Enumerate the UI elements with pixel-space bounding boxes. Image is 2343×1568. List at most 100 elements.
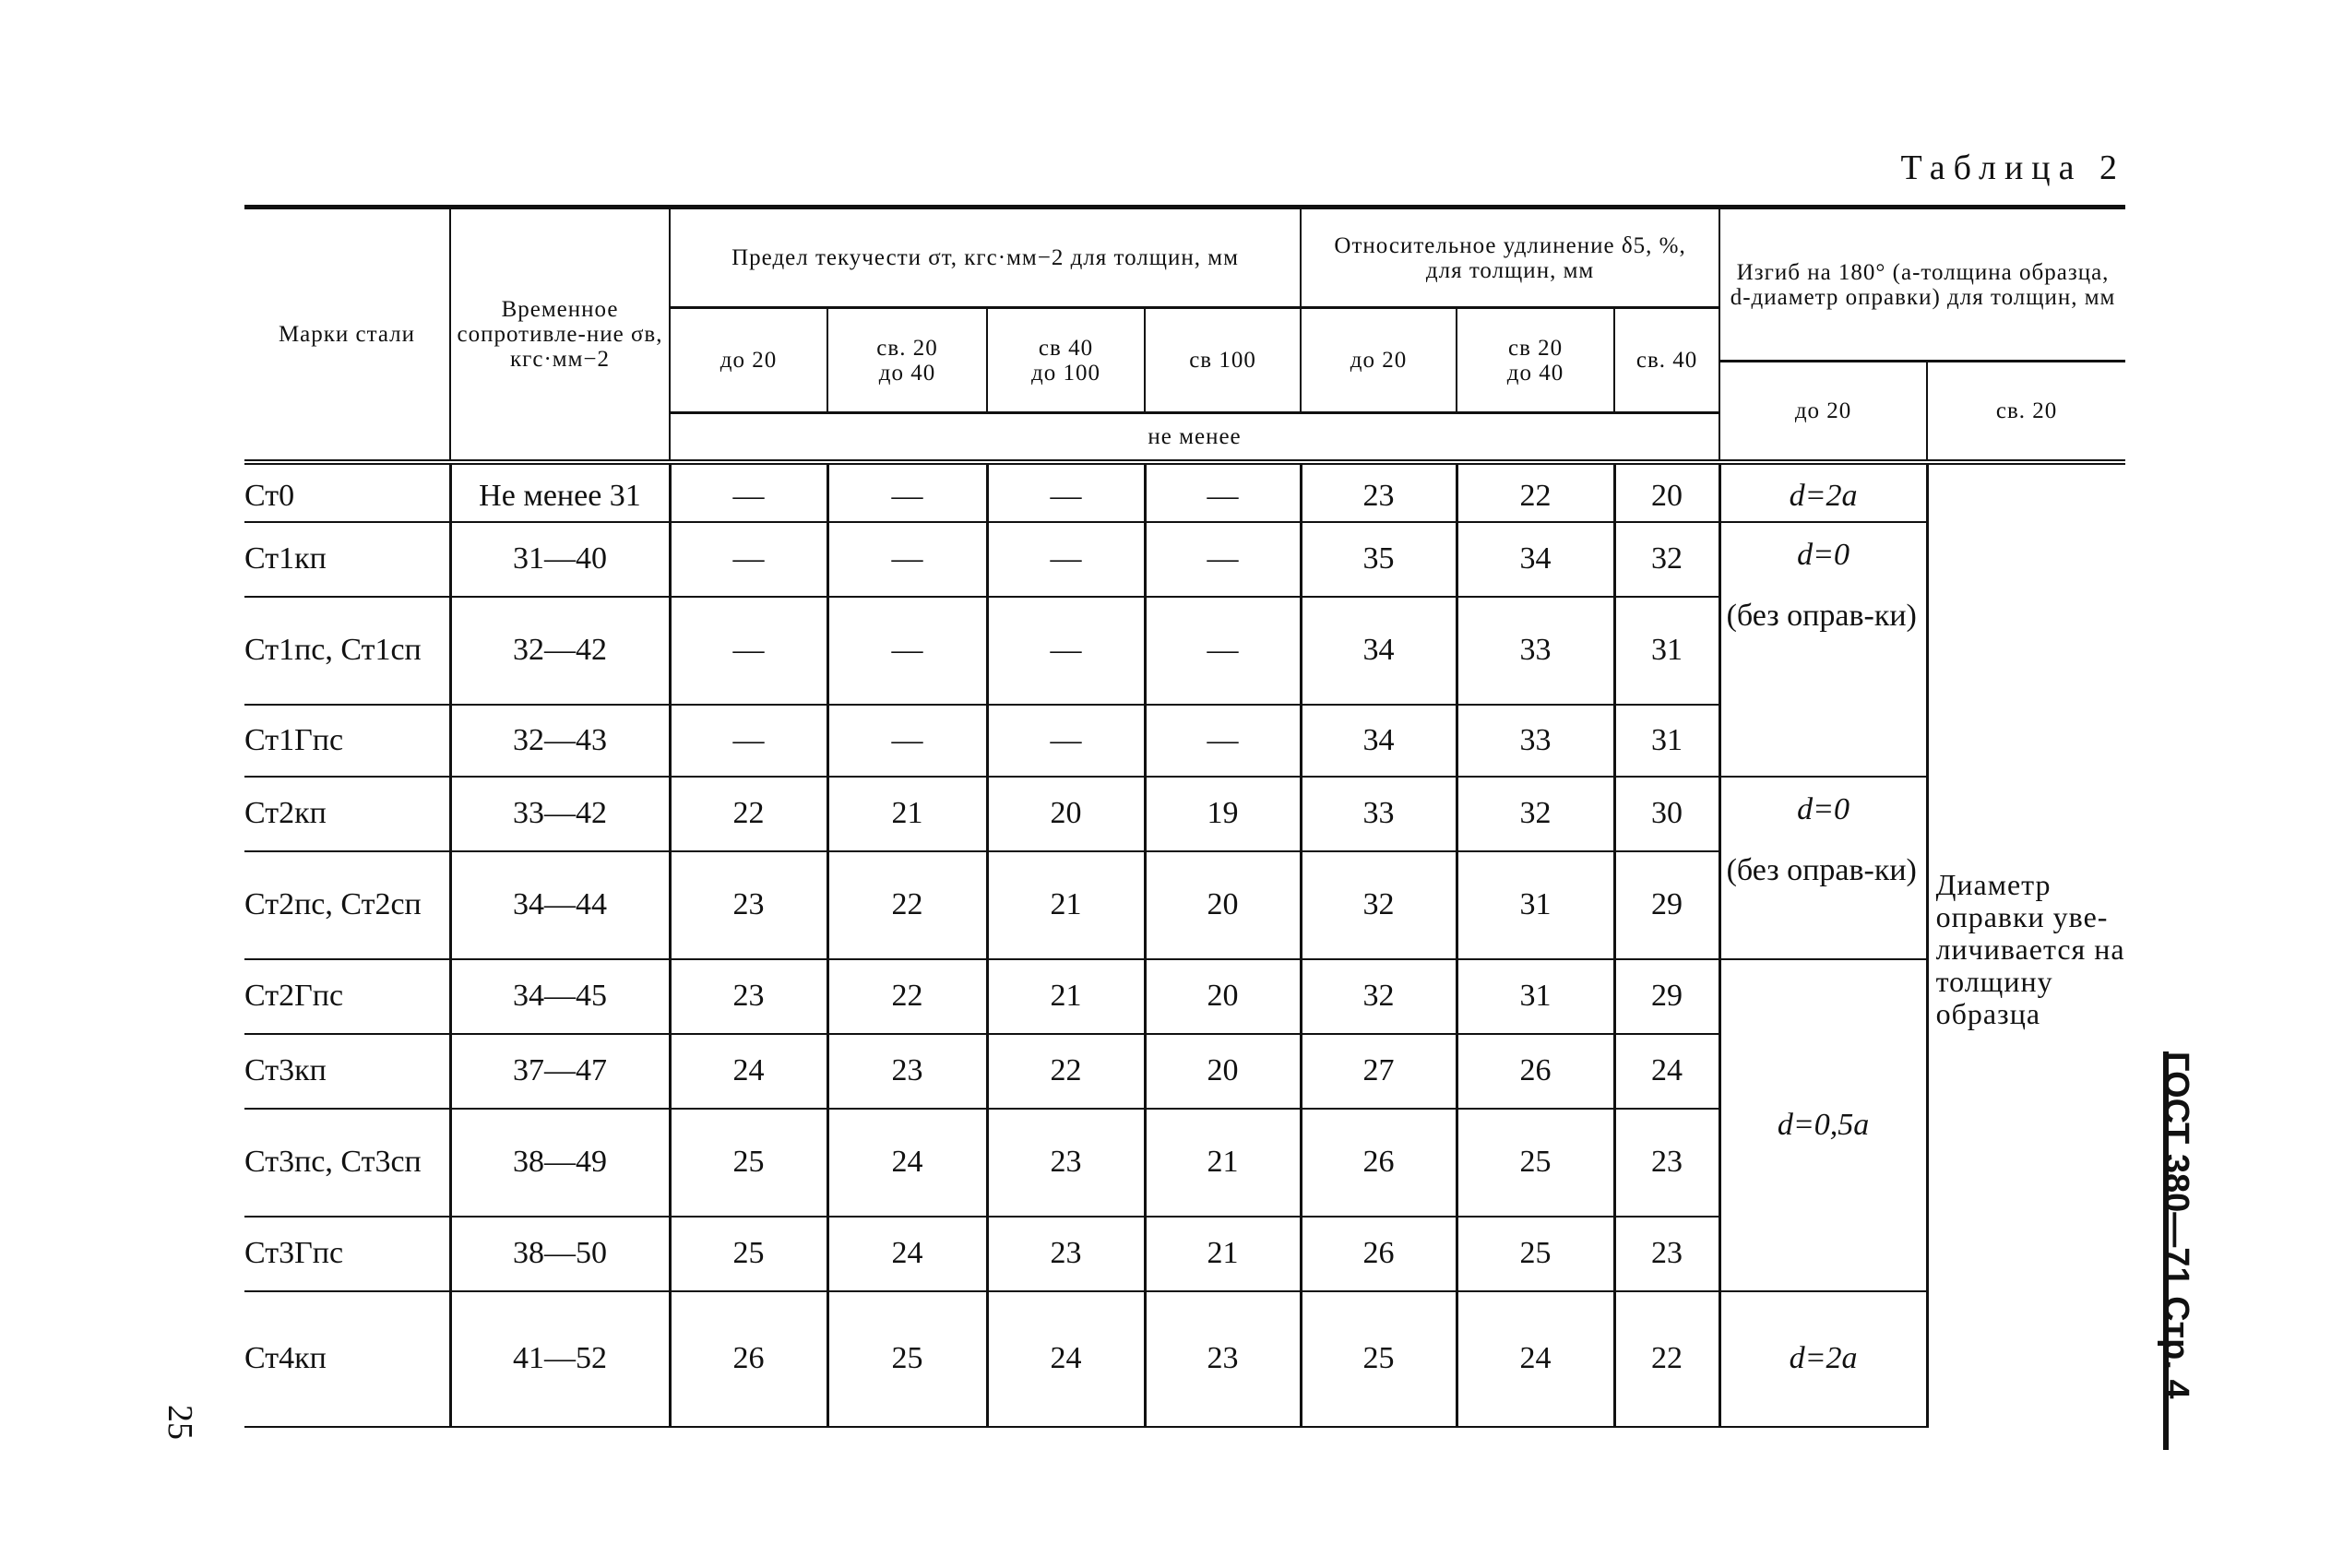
elongation-cell: 26	[1299, 1216, 1457, 1292]
yield-cell: —	[668, 596, 827, 706]
elongation-cell: 23	[1612, 1108, 1720, 1218]
yield-cell: —	[985, 596, 1145, 706]
table-title: Таблица 2	[1900, 148, 2125, 187]
yield-cell: 20	[1143, 850, 1302, 960]
header-elong-sub: св. 40	[1613, 307, 1720, 414]
yield-cell: 21	[985, 850, 1145, 960]
tensile-cell: 41—52	[448, 1290, 670, 1428]
elongation-cell: 31	[1455, 958, 1615, 1035]
yield-cell: 20	[1143, 1033, 1302, 1110]
header-yield-sub: св. 20 до 40	[827, 307, 987, 414]
table-row: Ст3кп 37—47 24 23 22 20 27 26 24	[244, 1033, 2125, 1110]
yield-cell: 23	[985, 1216, 1145, 1292]
bend-diameter: d=0,5a	[1777, 1107, 1870, 1142]
elongation-cell: 22	[1612, 1290, 1720, 1428]
elongation-cell: 23	[1299, 461, 1457, 523]
yield-cell: 23	[668, 958, 827, 1035]
elongation-cell: 34	[1455, 521, 1615, 598]
table-row: Ст0 Не менее 31— — — —23 22 20 d=2a Диаметр опра…	[244, 461, 2126, 1427]
side-label: ГОСТ 380—71 Стр. 4	[2157, 1051, 2195, 1399]
table-row: Ст3пс, Ст3сп 38—49 25 24 23 21 26 25 23	[244, 1108, 2125, 1218]
yield-cell: —	[826, 521, 987, 598]
elongation-cell: 25	[1455, 1216, 1615, 1292]
grade-cell: Ст2Гпс	[244, 958, 450, 1035]
elongation-cell: 32	[1299, 958, 1457, 1035]
yield-cell: 23	[985, 1108, 1145, 1218]
grade-cell: Ст3кп	[244, 1033, 450, 1110]
yield-cell: 20	[985, 776, 1145, 852]
elongation-cell: 29	[1612, 850, 1720, 960]
header-yield-sub: св 40 до 100	[986, 307, 1145, 414]
yield-cell: 21	[826, 776, 987, 852]
yield-cell: —	[985, 704, 1145, 778]
yield-cell: 23	[668, 850, 827, 960]
yield-cell: 25	[668, 1216, 827, 1292]
table-row: Ст4кп 41—52 26 25 24 23 25 24 22 d=2a	[244, 1290, 2125, 1428]
yield-cell: —	[985, 461, 1145, 523]
grade-cell: Ст4кп	[244, 1290, 450, 1428]
elongation-cell: 33	[1299, 776, 1457, 852]
grade-cell: Ст2кп	[244, 776, 450, 852]
yield-cell: 24	[985, 1290, 1145, 1428]
bend-diameter: d=2a	[1789, 1341, 1858, 1375]
elongation-cell: 34	[1299, 704, 1457, 778]
grade-cell: Ст3пс, Ст3сп	[244, 1108, 450, 1218]
header-yield-sub: св 100	[1143, 307, 1302, 414]
elongation-cell: 32	[1299, 850, 1457, 960]
yield-cell: 19	[1143, 776, 1302, 852]
yield-cell: —	[1143, 704, 1302, 778]
yield-cell: 25	[826, 1290, 987, 1428]
table-row: Ст2пс, Ст2сп 34—44 23 22 21 20 32 31 29	[244, 850, 2125, 960]
elongation-cell: 33	[1455, 596, 1615, 706]
tensile-cell: 38—50	[448, 1216, 670, 1292]
tensile-cell: 32—42	[448, 596, 670, 706]
elongation-cell: 23	[1612, 1216, 1720, 1292]
elongation-cell: 26	[1299, 1108, 1457, 1218]
tensile-cell: 34—45	[448, 958, 670, 1035]
table-row: Ст1кп 31—40— — — —35 34 32 d=0 (без оправ-ки)	[244, 521, 2125, 778]
yield-cell: —	[1143, 596, 1302, 706]
bend-to20-cell: d=0 (без оправ-ки)	[1718, 521, 1928, 778]
elongation-cell: 27	[1299, 1033, 1457, 1110]
yield-cell: 24	[668, 1033, 827, 1110]
elongation-cell: 31	[1612, 596, 1720, 706]
grade-cell: Ст1Гпс	[244, 704, 450, 778]
bend-diameter: d=0	[1797, 791, 1850, 826]
bend-to20-cell: d=2a	[1718, 1290, 1928, 1428]
elongation-cell: 35	[1299, 521, 1457, 598]
yield-cell: 22	[668, 776, 827, 852]
elongation-cell: 24	[1455, 1290, 1615, 1428]
elongation-cell: 25	[1299, 1290, 1457, 1428]
grade-cell: Ст1пс, Ст1сп	[244, 596, 450, 706]
header-bend: Изгиб на 180° (a-толщина образца, d-диам…	[1719, 205, 2126, 362]
elongation-cell: 25	[1455, 1108, 1615, 1218]
elongation-cell: 31	[1612, 704, 1720, 778]
yield-cell: 24	[826, 1216, 987, 1292]
page-number: 25	[161, 1405, 199, 1440]
tensile-cell: 32—43	[448, 704, 670, 778]
bend-diameter: d=2a	[1789, 479, 1858, 513]
header-yield: Предел текучести σт, кгс·мм−2 для толщин…	[668, 205, 1302, 309]
elongation-cell: 34	[1299, 596, 1457, 706]
yield-cell: 22	[826, 958, 987, 1035]
yield-cell: 21	[1143, 1216, 1302, 1292]
elongation-cell: 30	[1612, 776, 1720, 852]
side-rule	[2163, 1051, 2169, 1450]
header-tensile: Временное сопротивле-ние σв, кгс·мм−2	[449, 205, 670, 465]
elongation-cell: 32	[1612, 521, 1720, 598]
elongation-cell: 24	[1612, 1033, 1720, 1110]
steel-properties-table: Марки стали Временное сопротивле-ние σв,…	[244, 205, 2126, 1428]
yield-cell: 21	[985, 958, 1145, 1035]
header-grade: Марки стали	[244, 205, 450, 465]
tensile-cell: 31—40	[448, 521, 670, 598]
bend-over20-cell: Диаметр оправки уве-личивается на толщин…	[1925, 461, 2126, 1427]
tensile-cell: Не менее 31	[448, 461, 670, 523]
grade-cell: Ст2пс, Ст2сп	[244, 850, 450, 960]
table-row: Ст2Гпс 34—45 23 22 21 20 32 31 29 d=0,5a	[244, 958, 2125, 1292]
elongation-cell: 29	[1612, 958, 1720, 1035]
grade-cell: Ст3Гпс	[244, 1216, 450, 1292]
bend-diameter: d=0	[1797, 537, 1850, 572]
bend-note: (без оправ-ки)	[1726, 598, 1917, 633]
yield-cell: 26	[668, 1290, 827, 1428]
tensile-cell: 38—49	[448, 1108, 670, 1218]
